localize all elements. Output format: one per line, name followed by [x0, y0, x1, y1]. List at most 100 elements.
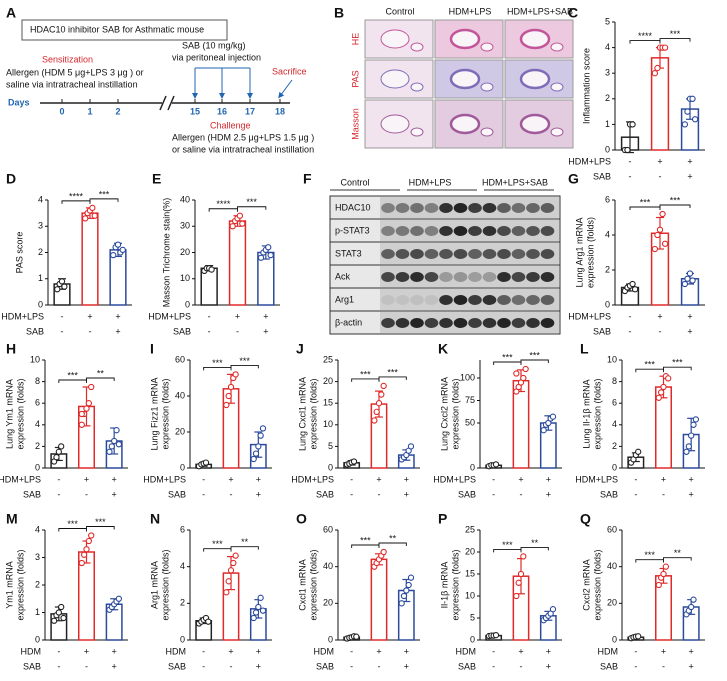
blot-band: [424, 203, 439, 213]
y-tick-label: 0: [38, 299, 43, 309]
x-row-label: HDM: [166, 646, 187, 656]
blot-band: [381, 249, 395, 259]
blot-band: [511, 295, 526, 305]
sig-label: ***: [640, 197, 651, 207]
y-tick-label: 1: [38, 273, 43, 283]
blot-band: [497, 203, 511, 213]
data-point: [681, 121, 689, 128]
y-tick-label: 25: [323, 354, 333, 364]
data-point: [250, 455, 257, 463]
y-tick-label: 4: [605, 229, 610, 239]
x-row-value: -: [634, 661, 637, 671]
data-point: [657, 389, 665, 396]
y-tick-label: 0: [470, 634, 475, 644]
data-point: [350, 458, 358, 465]
y-tick-label: 0: [35, 462, 40, 472]
blot-band: [453, 226, 468, 236]
x-row-value: +: [256, 661, 261, 671]
x-row-value: +: [228, 474, 233, 484]
x-row-label: HDM+LPS: [575, 474, 618, 484]
data-point: [60, 614, 67, 622]
column-header: HDM+LPS: [449, 6, 492, 16]
data-point: [111, 437, 118, 445]
data-point: [660, 570, 667, 578]
y-tick-label: 2: [612, 441, 617, 451]
x-row-value: -: [202, 474, 205, 484]
x-row-value: +: [256, 474, 261, 484]
blot-band: [453, 249, 468, 259]
blot-band: [540, 203, 555, 213]
panel-letter: J: [296, 341, 304, 357]
blot-band: [540, 249, 555, 259]
sig-bracket: [351, 378, 380, 382]
y-tick-label: 15: [465, 568, 475, 578]
y-axis-label: expression (folds): [592, 549, 602, 620]
blot-band: [424, 249, 439, 259]
x-row-value: +: [689, 646, 694, 656]
data-point: [113, 427, 120, 434]
challenge: Challenge: [210, 120, 251, 130]
blot-band: [381, 295, 395, 305]
x-row-value: +: [687, 156, 692, 166]
x-row-value: -: [350, 661, 353, 671]
vessel: [410, 42, 424, 52]
data-point: [227, 567, 235, 574]
days-label: Days: [8, 97, 30, 107]
x-row-label: SAB: [168, 661, 186, 671]
blot-band: [381, 226, 395, 236]
data-point: [655, 394, 662, 401]
data-point: [635, 633, 642, 640]
sig-bracket: [378, 376, 407, 380]
x-row-value: +: [689, 474, 694, 484]
y-axis-label: expression (folds): [15, 378, 25, 449]
x-row-value: +: [518, 646, 523, 656]
sig-bracket: [237, 206, 267, 210]
data-point: [492, 632, 500, 639]
airway: [380, 69, 410, 89]
day-label: 2: [115, 106, 120, 116]
data-point: [88, 532, 95, 539]
sig-bracket: [493, 548, 522, 553]
blot-band: [410, 272, 424, 282]
data-point: [380, 548, 387, 556]
y-tick-label: 20: [175, 426, 185, 436]
y-tick-label: 4: [605, 42, 610, 52]
sig-label: ***: [529, 350, 540, 360]
data-point: [629, 121, 636, 128]
sig-label: ***: [212, 539, 223, 549]
blot-band: [439, 203, 453, 213]
x-row-value: -: [202, 661, 205, 671]
data-point: [223, 401, 230, 409]
x-row-value: -: [230, 661, 233, 671]
sig-label: ***: [67, 370, 78, 380]
y-tick-label: 15: [323, 398, 333, 408]
x-row-value: +: [115, 311, 120, 321]
panel-letter: Q: [580, 511, 591, 527]
y-tick-label: 40: [175, 390, 185, 400]
y-axis-label: expression (folds): [450, 378, 460, 449]
data-point: [58, 278, 66, 285]
bar: [370, 558, 388, 641]
data-point: [378, 391, 385, 398]
y-tick-label: 60: [175, 354, 185, 364]
blot-band: [410, 203, 424, 213]
sig-label: ***: [502, 352, 513, 362]
y-tick-label: 0: [328, 634, 333, 644]
y-tick-label: 8: [35, 376, 40, 386]
y-axis-label: Lung Fizz1 mRNA: [149, 377, 159, 450]
data-point: [225, 578, 232, 585]
panel-b: B Control HDM+LPS HDM+LPS+SAB HE PAS Masson: [334, 5, 574, 149]
data-point: [108, 443, 115, 450]
data-point: [58, 443, 65, 450]
data-point: [400, 592, 408, 600]
data-point: [239, 220, 246, 227]
data-point: [259, 607, 267, 614]
data-point: [115, 441, 123, 448]
y-tick-label: 3: [35, 552, 40, 562]
x-row-value: -: [520, 489, 523, 499]
blot-band: [410, 249, 424, 259]
blot-band: [424, 272, 439, 282]
blot-band: [468, 295, 482, 305]
data-point: [517, 570, 525, 578]
